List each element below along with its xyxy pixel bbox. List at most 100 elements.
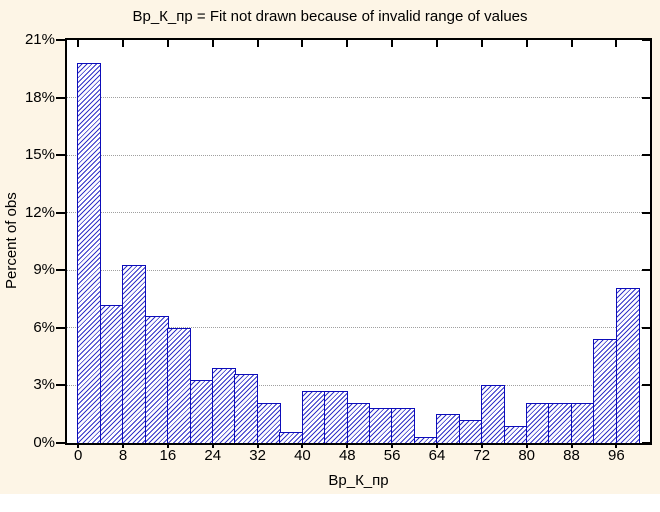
y-axis-tick bbox=[56, 96, 65, 99]
x-tick-label: 24 bbox=[204, 447, 222, 464]
x-tick-label: 72 bbox=[473, 447, 491, 464]
x-axis-tick-bottom bbox=[525, 445, 528, 448]
histogram-bar bbox=[167, 327, 192, 443]
gridline bbox=[67, 97, 650, 99]
chart-title: Вр_К_пр = Fit not drawn because of inval… bbox=[132, 8, 528, 25]
histogram-bar bbox=[256, 402, 281, 443]
gridline bbox=[67, 212, 650, 214]
histogram-bar bbox=[615, 287, 640, 443]
histogram-bar bbox=[301, 391, 326, 443]
x-axis-tick-bottom bbox=[615, 445, 618, 448]
x-axis-tick-bottom bbox=[301, 445, 304, 448]
histogram-bar bbox=[77, 63, 102, 443]
x-tick-label: 64 bbox=[428, 447, 446, 464]
y-tick-label: 18% bbox=[24, 88, 55, 106]
x-axis-tick-top bbox=[122, 40, 125, 47]
x-axis-tick-bottom bbox=[570, 445, 573, 448]
y-axis-tick-right bbox=[642, 39, 650, 41]
histogram-bar bbox=[324, 391, 349, 443]
x-axis-tick-top bbox=[256, 40, 259, 47]
x-axis-tick-top bbox=[570, 40, 573, 47]
histogram-bar bbox=[189, 379, 214, 443]
chart-canvas: Вр_К_пр = Fit not drawn because of inval… bbox=[0, 0, 660, 494]
y-axis-title: Percent of obs bbox=[3, 192, 20, 289]
x-axis-tick-bottom bbox=[77, 445, 80, 448]
x-axis-tick-bottom bbox=[480, 445, 483, 448]
histogram-bar bbox=[503, 425, 528, 443]
x-tick-label: 48 bbox=[338, 447, 356, 464]
x-axis-tick-top bbox=[435, 40, 438, 47]
histogram-bar bbox=[122, 264, 147, 443]
y-axis-tick-right bbox=[642, 211, 650, 214]
histogram-bar bbox=[212, 368, 236, 443]
x-axis-tick-top bbox=[525, 40, 528, 47]
gridline bbox=[67, 327, 650, 329]
x-axis-title: Вр_К_пр bbox=[328, 472, 389, 489]
y-axis-tick bbox=[56, 269, 65, 272]
x-axis-tick-top bbox=[615, 40, 618, 47]
x-axis-tick-bottom bbox=[256, 445, 259, 448]
y-axis-tick bbox=[56, 154, 65, 157]
y-axis-tick-right bbox=[642, 96, 650, 99]
gridline bbox=[67, 384, 650, 386]
x-tick-label: 80 bbox=[518, 447, 536, 464]
histogram-bar bbox=[99, 304, 124, 443]
x-axis-tick-bottom bbox=[122, 445, 125, 448]
y-axis-tick bbox=[56, 384, 65, 387]
y-axis-tick-right bbox=[642, 269, 650, 272]
x-axis-tick-top bbox=[391, 40, 394, 47]
y-axis-tick-right bbox=[642, 154, 650, 157]
histogram-bar bbox=[593, 339, 618, 443]
x-axis-tick-bottom bbox=[391, 445, 394, 448]
histogram-bar bbox=[391, 408, 416, 443]
histogram-bar bbox=[279, 431, 304, 443]
x-tick-label: 96 bbox=[608, 447, 625, 464]
gridline bbox=[67, 269, 650, 271]
y-tick-label: 21% bbox=[24, 31, 55, 48]
y-axis-tick-right bbox=[642, 384, 650, 387]
histogram-bar bbox=[525, 402, 550, 443]
x-axis-tick-bottom bbox=[166, 445, 169, 448]
y-axis-tick-right bbox=[642, 326, 650, 329]
x-tick-label: 88 bbox=[563, 447, 580, 464]
x-tick-label: 56 bbox=[383, 447, 401, 464]
x-axis-tick-top bbox=[480, 40, 483, 47]
x-tick-label: 40 bbox=[294, 447, 311, 464]
histogram-bar bbox=[144, 316, 169, 443]
gridline bbox=[67, 154, 650, 156]
histogram-bar bbox=[368, 408, 393, 443]
x-tick-label: 32 bbox=[249, 447, 266, 464]
histogram-bar bbox=[234, 373, 259, 443]
histogram-bar bbox=[570, 402, 595, 443]
y-tick-label: 3% bbox=[33, 376, 55, 394]
histogram-bar bbox=[346, 402, 371, 443]
x-tick-label: 8 bbox=[118, 447, 128, 464]
y-tick-label: 12% bbox=[24, 203, 55, 221]
histogram-bar bbox=[458, 419, 483, 443]
y-axis-tick bbox=[56, 442, 65, 444]
y-tick-label: 9% bbox=[33, 261, 55, 279]
x-axis-tick-top bbox=[211, 40, 214, 47]
y-axis-tick bbox=[56, 211, 65, 214]
x-axis-tick-bottom bbox=[211, 445, 214, 448]
y-tick-label: 6% bbox=[33, 318, 55, 336]
histogram-bar bbox=[436, 414, 461, 443]
x-tick-label: 16 bbox=[159, 447, 177, 464]
x-axis-tick-top bbox=[77, 40, 80, 47]
y-tick-label: 0% bbox=[33, 434, 55, 451]
histogram-bar bbox=[481, 385, 505, 443]
plot-area bbox=[65, 38, 652, 445]
x-axis-tick-top bbox=[166, 40, 169, 47]
x-axis-tick-bottom bbox=[435, 445, 438, 448]
x-axis-tick-top bbox=[301, 40, 304, 47]
y-axis-tick bbox=[56, 39, 65, 41]
x-tick-label: 0 bbox=[74, 447, 83, 464]
y-axis-tick bbox=[56, 326, 65, 329]
y-tick-label: 15% bbox=[24, 146, 55, 164]
x-axis-tick-top bbox=[346, 40, 349, 47]
x-axis-tick-bottom bbox=[346, 445, 349, 448]
histogram-bar bbox=[413, 437, 438, 443]
histogram-bar bbox=[548, 402, 573, 443]
y-axis-tick-right bbox=[642, 442, 650, 444]
